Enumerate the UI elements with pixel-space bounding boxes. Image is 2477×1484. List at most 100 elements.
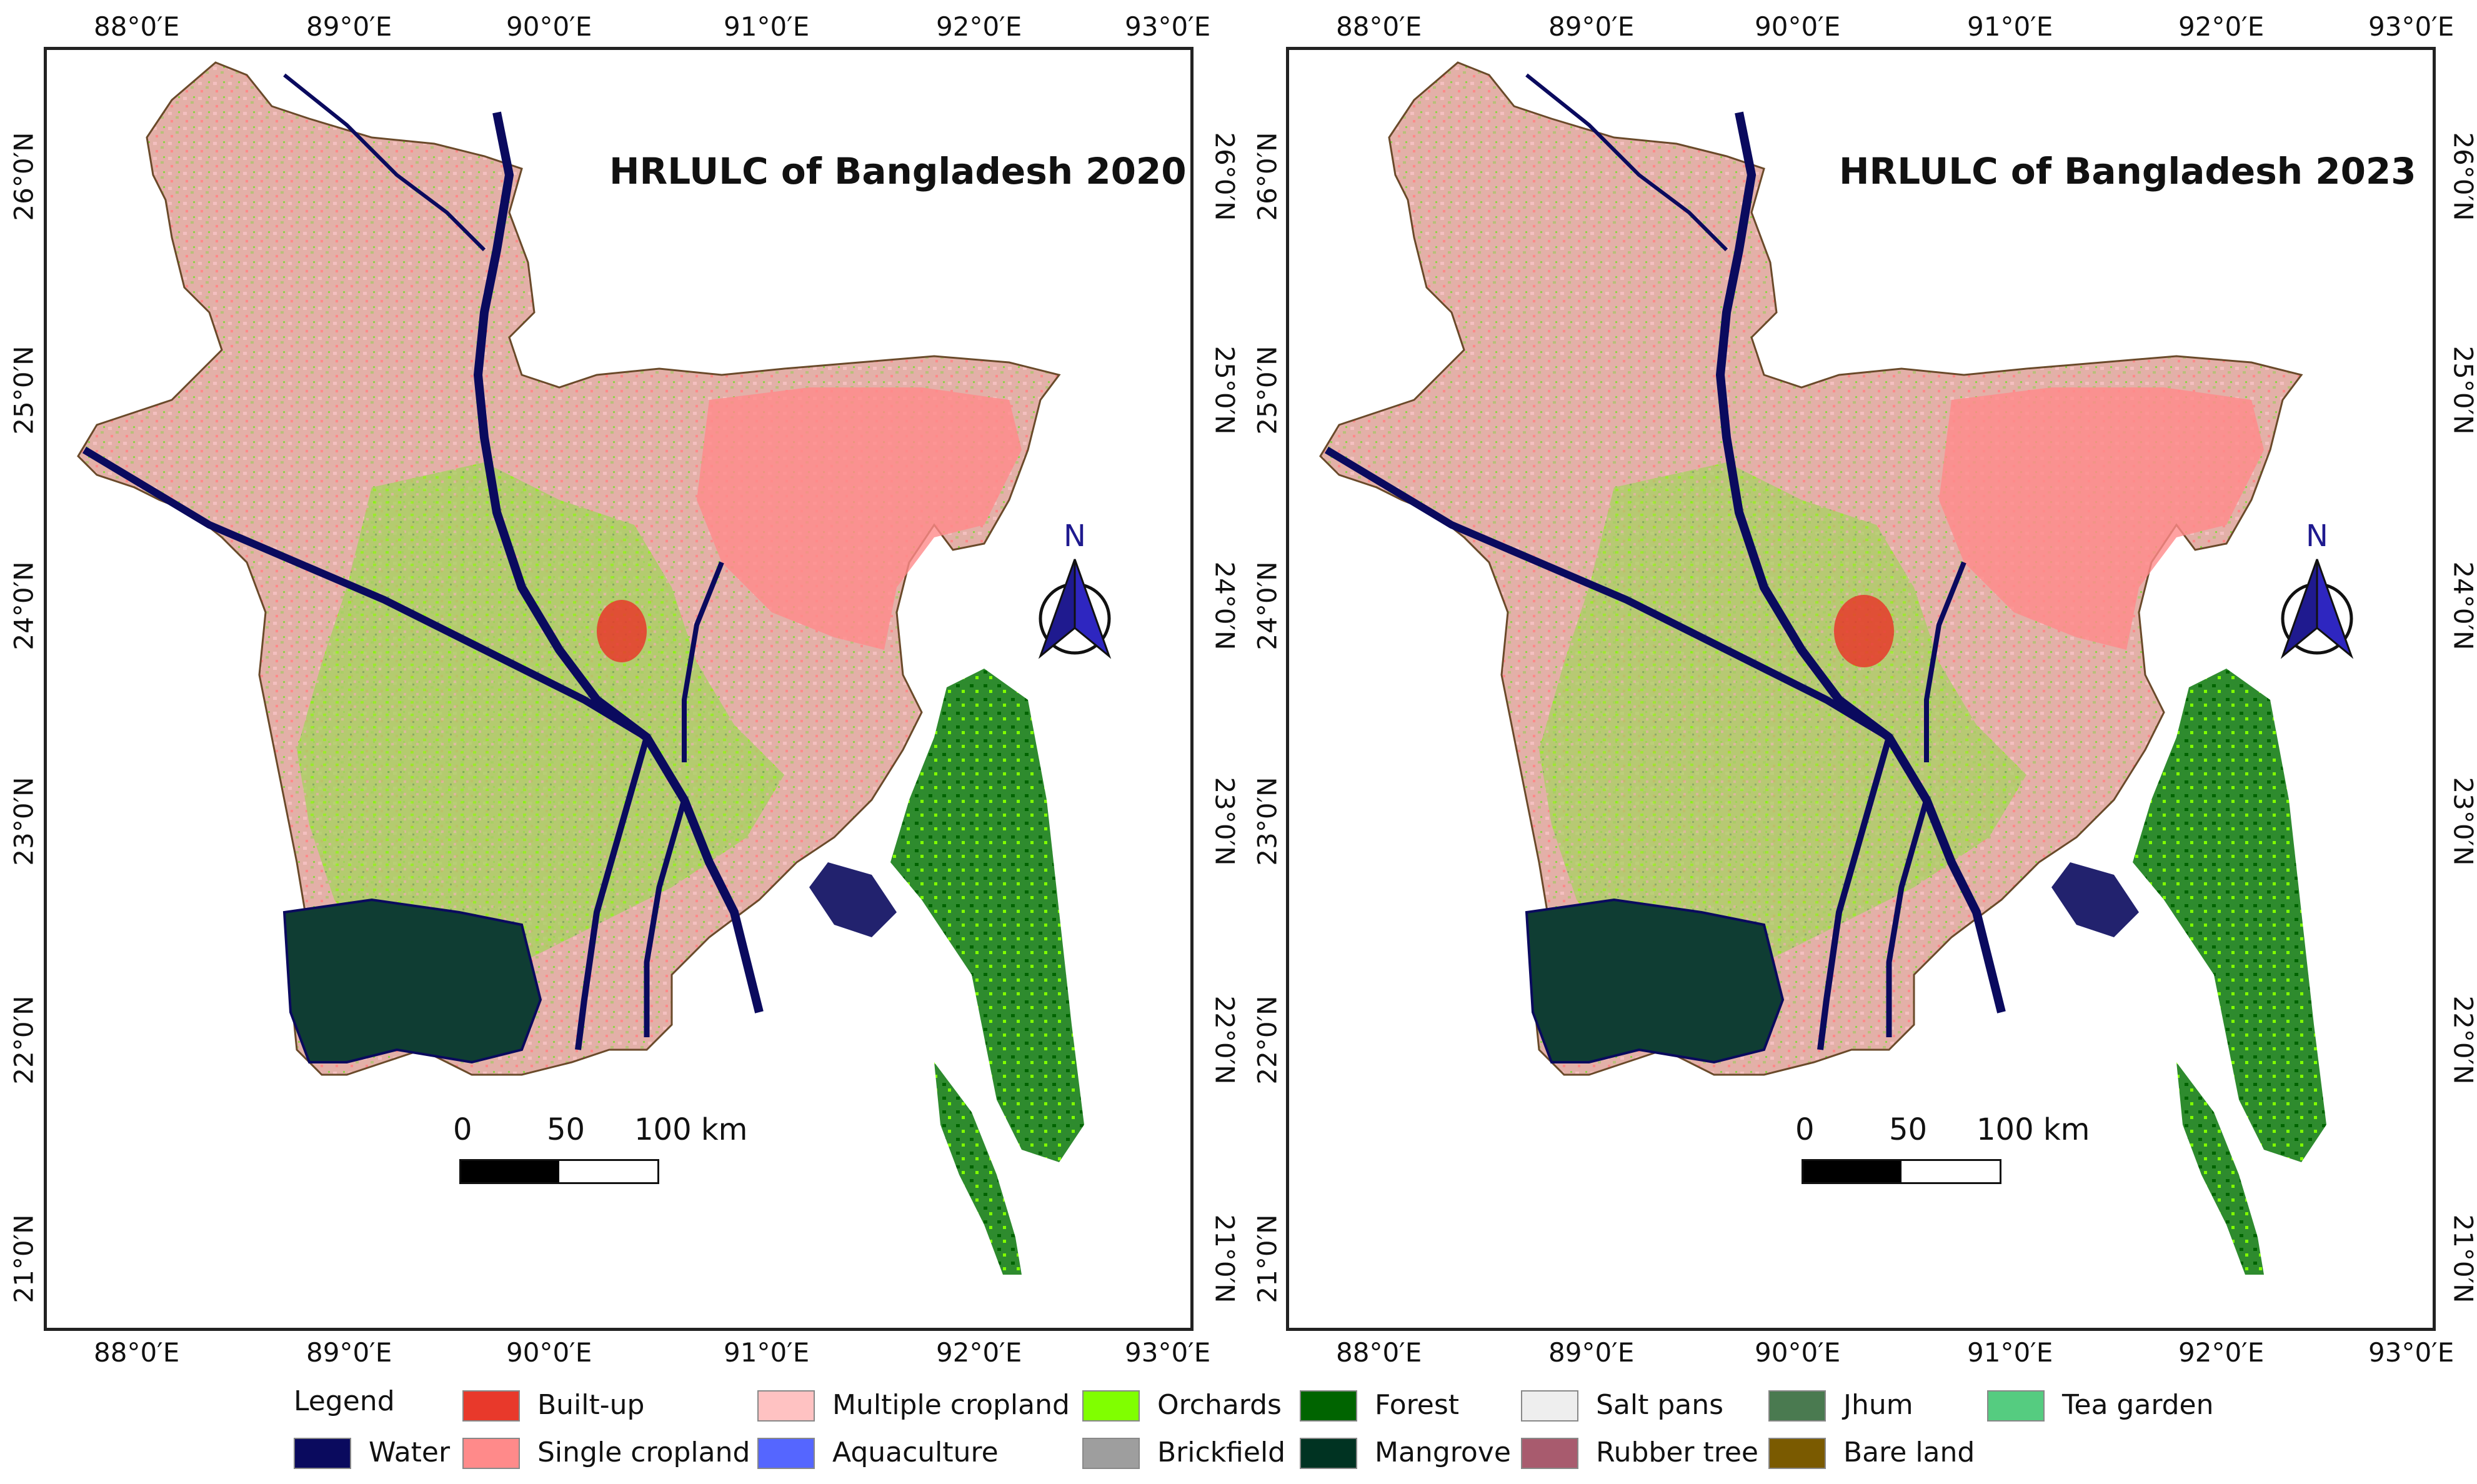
lat-tick: 22°0′N (8, 995, 39, 1085)
legend-swatch (1987, 1390, 2045, 1422)
river-meghna (1924, 561, 1966, 762)
legend-swatch (294, 1438, 351, 1469)
lon-tick: 89°0′E (1548, 11, 1635, 42)
north-arrow: N (2270, 519, 2364, 659)
legend-label: Orchards (1157, 1389, 1282, 1421)
river-upper (1525, 73, 1728, 252)
legend-label: Built-up (537, 1389, 645, 1421)
lat-tick: 21°0′N (1252, 1214, 1283, 1303)
lat-tick: 21°0′N (2448, 1214, 2477, 1303)
southeast-forest (2133, 669, 2326, 1162)
legend-swatch (1521, 1390, 1578, 1422)
lat-tick: 23°0′N (2448, 777, 2477, 866)
legend-label: Aquaculture (832, 1437, 999, 1468)
scale-label: 0 (453, 1112, 472, 1147)
legend-label: Bare land (1843, 1437, 1975, 1468)
lat-tick: 23°0′N (1209, 777, 1240, 866)
river-jamuna (473, 111, 764, 1013)
lat-tick: 23°0′N (8, 777, 39, 866)
lat-tick: 25°0′N (1209, 346, 1240, 435)
central-vegetation (1539, 462, 2026, 975)
northeast-cropland (1939, 387, 2264, 650)
legend-label: Jhum (1843, 1389, 1913, 1421)
lon-tick: 90°0′E (506, 11, 592, 42)
mangrove (282, 898, 542, 1064)
land-cover-map-2023 (1319, 61, 2326, 1275)
lon-tick: 93°0′E (1125, 11, 1211, 42)
river-padma (82, 446, 649, 741)
legend-label: Single cropland (537, 1437, 750, 1468)
southeast-forest (890, 669, 1084, 1162)
lon-tick: 91°0′E (724, 1337, 810, 1368)
legend-swatch (1300, 1390, 1357, 1422)
map-panel-2023: HRLULC of Bangladesh 2023 N 0 50 100 km (1286, 47, 2436, 1331)
legend-swatch (1082, 1390, 1140, 1422)
lat-tick: 22°0′N (1209, 995, 1240, 1085)
legend-label: Salt pans (1596, 1389, 1724, 1421)
lon-tick: 92°0′E (2178, 11, 2265, 42)
lon-tick: 92°0′E (936, 11, 1022, 42)
lat-tick: 26°0′N (8, 132, 39, 221)
lon-tick: 88°0′E (94, 1337, 180, 1368)
lat-tick: 26°0′N (2448, 132, 2477, 221)
north-arrow-icon (2280, 559, 2354, 659)
scale-label: 0 (1795, 1112, 1815, 1147)
lon-tick: 90°0′E (1755, 11, 1841, 42)
land-cover-map-2020 (77, 61, 1084, 1275)
legend-label: Tea garden (2062, 1389, 2214, 1421)
lon-tick: 88°0′E (1336, 11, 1422, 42)
legend-swatch (462, 1438, 520, 1469)
lat-tick: 22°0′N (1252, 995, 1283, 1085)
scale-label: 100 km (1976, 1112, 2090, 1147)
dhaka-builtup (1834, 595, 1894, 667)
lon-tick: 88°0′E (94, 11, 180, 42)
lat-tick: 22°0′N (2448, 995, 2477, 1085)
north-arrow-icon (1038, 559, 1112, 659)
river-upper (283, 73, 486, 252)
scale-label: 50 (1889, 1112, 1928, 1147)
legend-swatch (1768, 1390, 1826, 1422)
lat-tick: 24°0′N (1209, 561, 1240, 650)
lat-tick: 24°0′N (2448, 561, 2477, 650)
river-delta-1 (1817, 736, 1892, 1050)
legend-label: Forest (1375, 1389, 1460, 1421)
legend-label: Brickfield (1157, 1437, 1286, 1468)
southeast-tail (2176, 1062, 2264, 1275)
north-label: N (1064, 519, 1086, 554)
river-delta-1 (575, 736, 650, 1050)
legend-label: Multiple cropland (832, 1389, 1070, 1421)
river-meghna (682, 561, 724, 762)
scale-bar-graphic (1802, 1159, 2001, 1184)
lat-tick: 25°0′N (2448, 346, 2477, 435)
map-panel-2020: HRLULC of Bangladesh 2020 N 0 50 100 km (44, 47, 1194, 1331)
legend-swatch (462, 1390, 520, 1422)
lat-tick: 26°0′N (1209, 132, 1240, 221)
lon-tick: 89°0′E (306, 11, 392, 42)
lat-tick: 24°0′N (8, 561, 39, 650)
legend-swatch (1521, 1438, 1578, 1469)
legend-label: Mangrove (1375, 1437, 1511, 1468)
lat-tick: 21°0′N (1209, 1214, 1240, 1303)
legend-swatch (1082, 1438, 1140, 1469)
lat-tick: 25°0′N (8, 346, 39, 435)
river-padma (1324, 446, 1891, 741)
coastal-water (809, 862, 897, 937)
legend-label: Rubber tree (1596, 1437, 1759, 1468)
southeast-tail (934, 1062, 1022, 1275)
river-jamuna (1715, 111, 2006, 1013)
scale-label: 50 (547, 1112, 586, 1147)
lon-tick: 89°0′E (1548, 1337, 1635, 1368)
legend-title: Legend (294, 1385, 395, 1417)
lon-tick: 93°0′E (1125, 1337, 1211, 1368)
coastal-water (2051, 862, 2139, 937)
north-arrow: N (1028, 519, 1122, 659)
lon-tick: 88°0′E (1336, 1337, 1422, 1368)
map-title: HRLULC of Bangladesh 2020 (609, 150, 1187, 192)
dhaka-builtup (597, 600, 647, 662)
legend: Legend Water Built-up Single cropland Mu… (0, 1372, 2477, 1484)
lon-tick: 89°0′E (306, 1337, 392, 1368)
legend-swatch (1300, 1438, 1357, 1469)
lon-tick: 90°0′E (506, 1337, 592, 1368)
lon-tick: 92°0′E (936, 1337, 1022, 1368)
scale-label: 100 km (634, 1112, 748, 1147)
